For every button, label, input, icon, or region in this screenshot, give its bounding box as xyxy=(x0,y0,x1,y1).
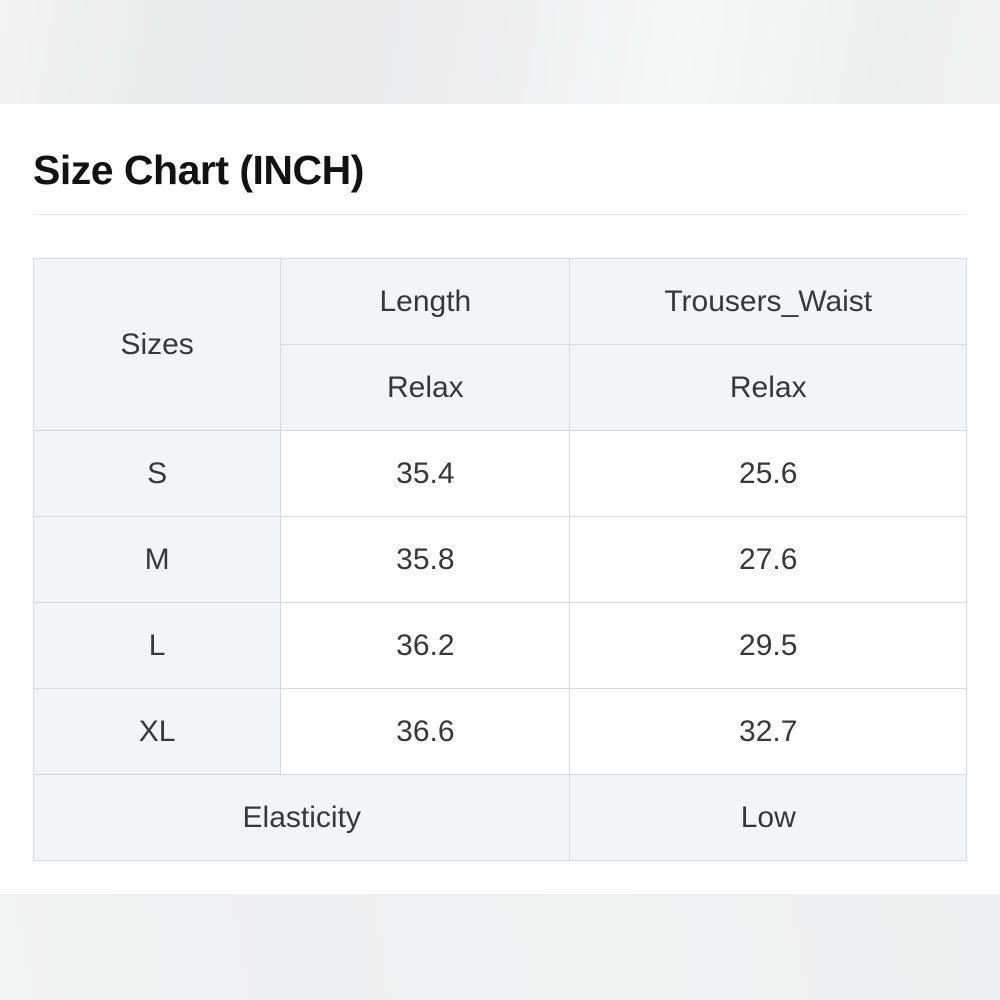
size-row-m: M 35.8 27.6 xyxy=(32,516,967,604)
header-cell-length: Length xyxy=(280,258,571,346)
size-label-cell: S xyxy=(32,430,282,518)
size-label-cell: XL xyxy=(32,688,282,776)
length-value-cell: 35.4 xyxy=(280,430,571,518)
page-title: Size Chart (INCH) xyxy=(33,147,364,193)
elasticity-value-cell: Low xyxy=(569,774,967,862)
length-value-cell: 35.8 xyxy=(280,516,571,604)
size-chart-table: Sizes Length Trousers_Waist Relax Relax … xyxy=(32,258,967,862)
title-divider xyxy=(33,214,967,216)
waist-value-cell: 32.7 xyxy=(569,688,967,776)
size-row-xl: XL 36.6 32.7 xyxy=(32,688,967,776)
elasticity-row: Elasticity Low xyxy=(32,774,967,862)
length-value-cell: 36.6 xyxy=(280,688,571,776)
length-value-cell: 36.2 xyxy=(280,602,571,690)
size-row-l: L 36.2 29.5 xyxy=(32,602,967,690)
subheader-cell-relax-length: Relax xyxy=(280,344,571,432)
background-top-band xyxy=(0,0,1000,104)
waist-value-cell: 27.6 xyxy=(569,516,967,604)
waist-value-cell: 25.6 xyxy=(569,430,967,518)
table-subheader-row: Relax Relax xyxy=(34,344,967,432)
subheader-cell-relax-waist: Relax xyxy=(569,344,967,432)
header-cell-sizes: Sizes xyxy=(32,258,282,432)
elasticity-label-cell: Elasticity xyxy=(32,774,571,862)
header-cell-trousers-waist: Trousers_Waist xyxy=(569,258,967,346)
background-bottom-band xyxy=(0,894,1000,1000)
size-label-cell: M xyxy=(32,516,282,604)
table-header-row: Sizes Length Trousers_Waist xyxy=(32,258,967,432)
size-chart-panel: Size Chart (INCH) Sizes Length Trousers_… xyxy=(0,104,1000,894)
size-label-cell: L xyxy=(32,602,282,690)
waist-value-cell: 29.5 xyxy=(569,602,967,690)
size-row-s: S 35.4 25.6 xyxy=(32,430,967,518)
